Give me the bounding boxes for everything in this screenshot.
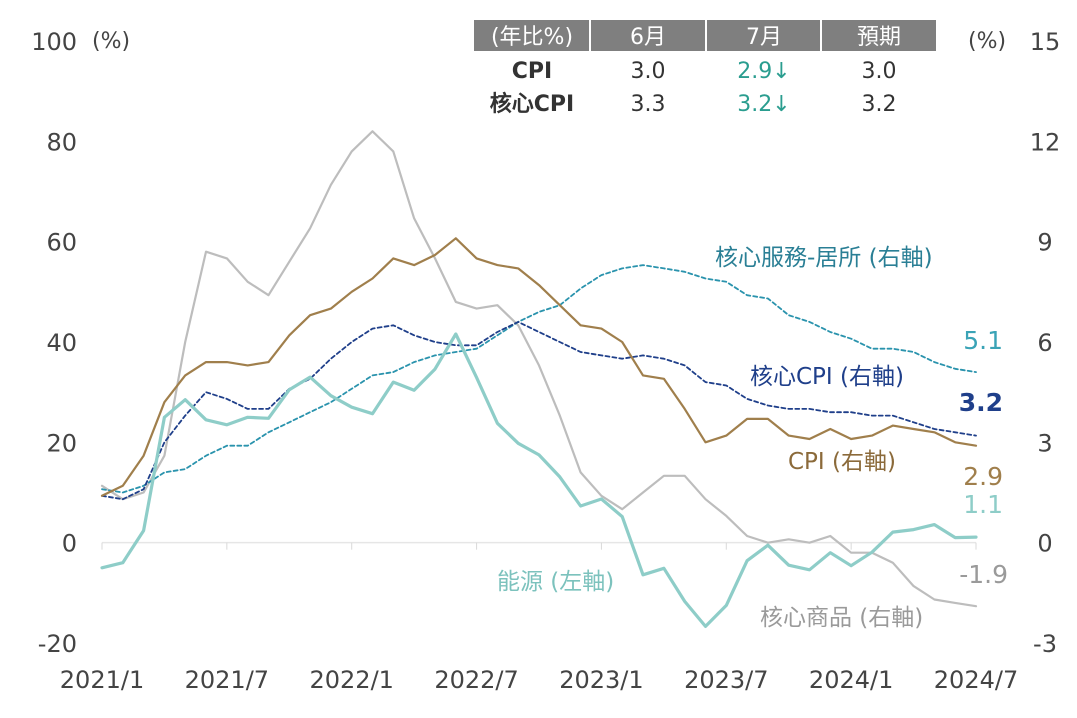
right-tick-label: 15 bbox=[1030, 28, 1061, 56]
x-tick-label: 2022/7 bbox=[434, 666, 518, 694]
series-line-0 bbox=[100, 130, 978, 608]
x-tick-label: 2023/1 bbox=[559, 666, 643, 694]
table-row-core-cpi-label: 核心CPI bbox=[490, 91, 574, 117]
label-cpi: CPI (右軸) bbox=[788, 449, 896, 475]
label-core-goods: 核心商品 (右軸) bbox=[760, 605, 923, 631]
left-tick-label: 0 bbox=[62, 530, 77, 558]
left-axis-unit: (%) bbox=[92, 29, 130, 54]
label-housing: 核心服務-居所 (右軸) bbox=[715, 245, 933, 271]
label-energy: 能源 (左軸) bbox=[497, 569, 614, 595]
series-line-3 bbox=[100, 237, 978, 497]
left-tick-label: 20 bbox=[46, 429, 77, 457]
table-header-expected: 預期 bbox=[857, 25, 901, 50]
left-tick-label: 80 bbox=[46, 128, 77, 156]
right-tick-label: -3 bbox=[1033, 630, 1057, 658]
end-value-core-goods: -1.9 bbox=[959, 560, 1008, 589]
series-line-4 bbox=[100, 332, 978, 629]
table-row-cpi-expected: 3.0 bbox=[862, 59, 897, 84]
table-header-unit: (年比%) bbox=[491, 25, 573, 50]
table-row-cpi-june: 3.0 bbox=[631, 59, 666, 84]
end-value-energy: 1.1 bbox=[963, 490, 1003, 519]
x-tick-label: 2021/1 bbox=[60, 666, 144, 694]
table-row-core-cpi-july: 3.2↓ bbox=[737, 92, 790, 117]
x-tick-label: 2023/7 bbox=[684, 666, 768, 694]
right-tick-label: 6 bbox=[1037, 329, 1052, 357]
end-value-cpi: 2.9 bbox=[963, 462, 1003, 491]
table-header-july: 7月 bbox=[746, 25, 782, 50]
x-tick-label: 2022/1 bbox=[309, 666, 393, 694]
left-tick-label: 60 bbox=[46, 229, 77, 257]
end-value-core-cpi: 3.2 bbox=[959, 388, 1003, 417]
axis-ticks: 100 80 60 40 20 0 -20 15 12 9 6 3 0 -3 2021/1 2021/7 202… bbox=[31, 28, 1060, 694]
table-header-june: 6月 bbox=[630, 25, 666, 50]
x-tick-label: 2024/7 bbox=[934, 666, 1018, 694]
end-value-housing: 5.1 bbox=[963, 326, 1003, 355]
right-axis-unit: (%) bbox=[968, 29, 1006, 54]
label-core-cpi: 核心CPI (右軸) bbox=[750, 364, 904, 390]
x-tick-label: 2021/7 bbox=[185, 666, 269, 694]
right-tick-label: 9 bbox=[1037, 229, 1052, 257]
series-line-1 bbox=[101, 264, 977, 494]
table-row-core-cpi-june: 3.3 bbox=[631, 92, 666, 117]
table-row-core-cpi-expected: 3.2 bbox=[862, 92, 897, 117]
left-tick-label: -20 bbox=[38, 630, 77, 658]
left-tick-label: 40 bbox=[46, 329, 77, 357]
summary-table: (年比%) 6月 7月 預期 CPI 3.0 2.9↓ 3.0 核心CPI 3.… bbox=[474, 20, 936, 117]
series-line-2 bbox=[101, 320, 977, 501]
series-lines bbox=[100, 130, 978, 629]
x-tick-label: 2024/1 bbox=[809, 666, 893, 694]
right-tick-label: 3 bbox=[1037, 429, 1052, 457]
table-row-cpi-label: CPI bbox=[512, 59, 552, 84]
left-tick-label: 100 bbox=[31, 28, 77, 56]
right-tick-label: 0 bbox=[1037, 530, 1052, 558]
right-tick-label: 12 bbox=[1030, 128, 1061, 156]
table-row-cpi-july: 2.9↓ bbox=[737, 59, 790, 84]
